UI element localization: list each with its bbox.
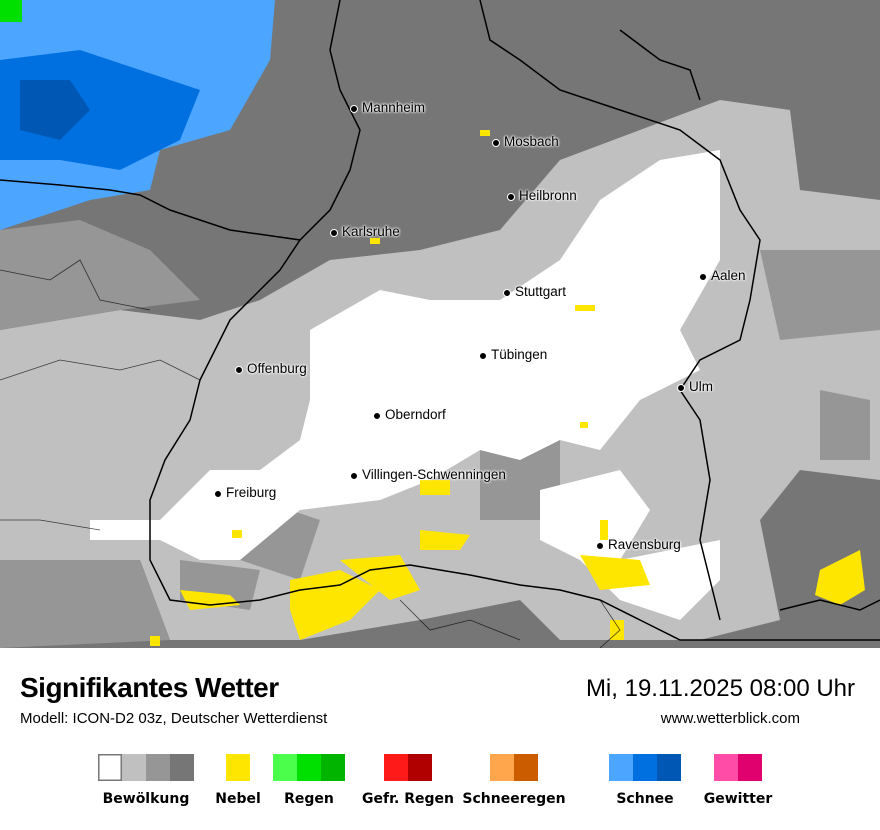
city-label: Stuttgart xyxy=(515,284,567,299)
legend-swatch xyxy=(226,754,250,781)
website-link[interactable]: www.wetterblick.com xyxy=(660,710,800,727)
weather-map xyxy=(0,0,880,648)
legend-label: Schneeregen xyxy=(462,791,566,807)
city-marker xyxy=(507,193,515,201)
legend-swatch xyxy=(297,754,321,781)
city-label: Oberndorf xyxy=(385,407,446,422)
city-marker xyxy=(596,542,604,550)
city-label: Aalen xyxy=(711,268,746,283)
city-marker xyxy=(503,289,511,297)
legend-swatches xyxy=(168,754,308,781)
legend-swatch xyxy=(408,754,432,781)
city-label: Mosbach xyxy=(504,134,559,149)
city-marker xyxy=(677,384,685,392)
legend-item: Bewölkung xyxy=(76,754,216,807)
model-info: Modell: ICON-D2 03z, Deutscher Wetterdie… xyxy=(20,710,328,727)
city-marker xyxy=(492,139,500,147)
legend-swatch xyxy=(170,754,194,781)
city-label: Karlsruhe xyxy=(342,224,400,239)
legend-swatches xyxy=(338,754,478,781)
city-label: Villingen-Schwenningen xyxy=(362,467,506,482)
legend-item: Gefr. Regen xyxy=(338,754,478,807)
legend-swatch xyxy=(321,754,345,781)
legend-swatches xyxy=(575,754,715,781)
legend-swatch xyxy=(609,754,633,781)
map-title: Signifikantes Wetter xyxy=(20,672,279,703)
legend-swatch xyxy=(738,754,762,781)
legend-label: Gewitter xyxy=(703,791,773,807)
legend-swatches xyxy=(239,754,379,781)
forecast-datetime: Mi, 19.11.2025 08:00 Uhr xyxy=(585,675,855,702)
city-label: Ulm xyxy=(689,379,713,394)
legend-swatch xyxy=(633,754,657,781)
legend-swatches xyxy=(668,754,808,781)
legend-swatch xyxy=(384,754,408,781)
legend-item: Gewitter xyxy=(668,754,808,807)
city-label: Offenburg xyxy=(247,361,307,376)
city-label: Ravensburg xyxy=(608,537,681,552)
legend-swatches xyxy=(444,754,584,781)
city-marker xyxy=(373,412,381,420)
legend-item: Regen xyxy=(239,754,379,807)
city-label: Mannheim xyxy=(362,100,426,115)
legend-label: Regen xyxy=(284,791,334,807)
legend-label: Gefr. Regen xyxy=(362,791,454,807)
city-label: Heilbronn xyxy=(519,188,577,203)
legend-swatch xyxy=(514,754,538,781)
legend-label: Nebel xyxy=(215,791,261,807)
legend-swatch xyxy=(657,754,681,781)
legend-swatch xyxy=(273,754,297,781)
legend-swatch xyxy=(714,754,738,781)
city-marker xyxy=(699,273,707,281)
legend-label: Bewölkung xyxy=(102,791,190,807)
legend-item: Schnee xyxy=(575,754,715,807)
city-label: Freiburg xyxy=(226,485,277,500)
legend-swatch xyxy=(490,754,514,781)
legend-item: Nebel xyxy=(168,754,308,807)
city-marker xyxy=(350,105,358,113)
city-marker xyxy=(350,472,358,480)
legend-label: Schnee xyxy=(616,791,674,807)
city-marker xyxy=(479,352,487,360)
legend-swatch xyxy=(122,754,146,781)
legend-swatches xyxy=(76,754,216,781)
legend-item: Schneeregen xyxy=(444,754,584,807)
city-marker xyxy=(330,229,338,237)
city-marker xyxy=(214,490,222,498)
city-label: Tübingen xyxy=(491,347,548,362)
legend-swatch xyxy=(146,754,170,781)
city-marker xyxy=(235,366,243,374)
legend-swatch xyxy=(98,754,122,781)
